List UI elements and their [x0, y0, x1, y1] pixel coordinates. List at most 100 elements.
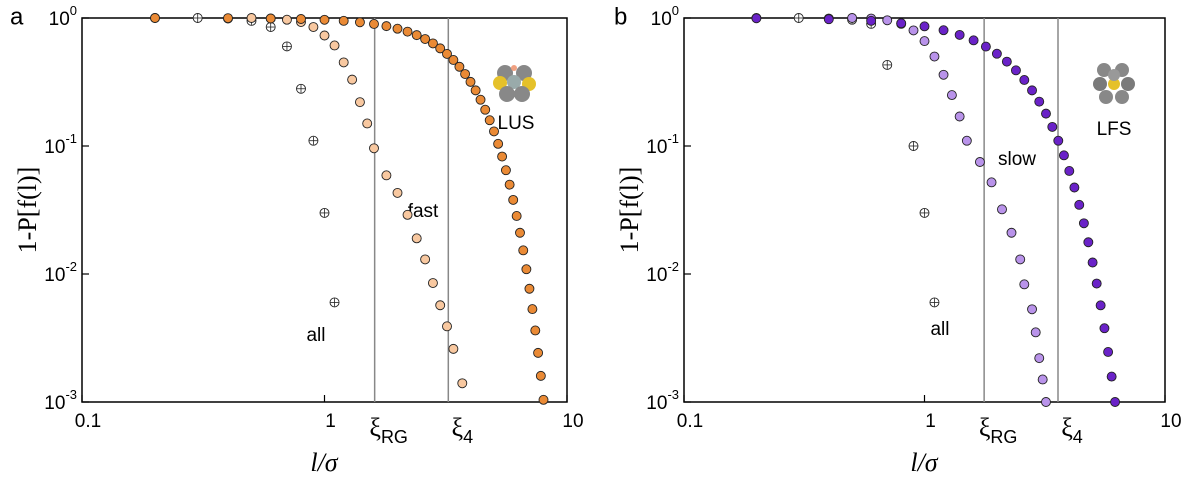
marker-dot: [369, 19, 379, 29]
marker: [511, 211, 522, 221]
marker: [420, 34, 431, 44]
marker-dot: [1037, 374, 1048, 385]
marker: [1030, 327, 1041, 338]
y-tick-label: 10-1: [44, 131, 77, 158]
marker: [480, 104, 491, 115]
marker-dot: [420, 34, 431, 44]
reference-symbol: ξ: [452, 413, 464, 442]
y-axis-title: 1-P[f(l)]: [615, 167, 644, 254]
marker-dot: [1058, 150, 1069, 161]
marker: [192, 13, 203, 23]
marker-dot: [1083, 237, 1094, 248]
marker-dot: [997, 204, 1007, 215]
marker: [991, 48, 1002, 59]
marker: [1027, 85, 1037, 96]
reference-symbol: ξ: [1061, 413, 1073, 442]
marker: [1034, 353, 1045, 364]
marker: [442, 321, 452, 332]
marker: [1106, 371, 1117, 382]
marker: [974, 157, 985, 167]
marker-dot: [381, 21, 392, 32]
marker-dot: [929, 51, 940, 62]
x-tick-label: 1: [325, 411, 336, 432]
marker: [1078, 218, 1089, 229]
series-label: all: [930, 319, 949, 340]
marker-dot: [402, 26, 413, 37]
marker-dot: [530, 325, 541, 336]
marker: [411, 233, 422, 244]
marker-dot: [533, 347, 544, 358]
marker-dot: [1069, 182, 1080, 193]
marker: [369, 143, 379, 154]
marker: [504, 179, 515, 190]
marker: [460, 69, 471, 79]
marker: [223, 13, 233, 24]
marker-dot: [223, 13, 233, 24]
marker-dot: [954, 111, 965, 122]
marker: [882, 15, 893, 26]
marker-dot: [442, 48, 452, 59]
marker: [402, 26, 413, 37]
marker-dot: [1041, 108, 1051, 119]
marker: [946, 90, 957, 101]
marker-dot: [938, 69, 949, 80]
reference-subscript: 4: [1073, 427, 1083, 447]
y-tick-label: 10-3: [44, 387, 77, 414]
marker-dot: [974, 157, 985, 167]
marker-dot: [847, 13, 858, 23]
marker: [961, 135, 972, 146]
marker-dot: [435, 300, 446, 311]
x-axis-title: l/σ: [910, 448, 938, 477]
marker: [454, 61, 465, 72]
marker-dot: [1034, 96, 1045, 107]
marker-dot: [493, 138, 504, 149]
marker: [524, 283, 535, 294]
marker: [448, 343, 459, 354]
marker: [518, 245, 529, 256]
reference-symbol: ξ: [369, 413, 381, 442]
marker: [1041, 397, 1051, 407]
y-tick-base: 10: [646, 265, 667, 286]
marker: [296, 83, 306, 94]
marker-dot: [954, 29, 965, 40]
marker-dot: [470, 85, 481, 96]
marker-dot: [381, 170, 392, 181]
marker: [1064, 166, 1075, 176]
marker-dot: [420, 254, 431, 265]
marker: [381, 21, 392, 32]
marker-dot: [1110, 397, 1121, 407]
marker: [296, 14, 306, 24]
marker: [535, 370, 546, 381]
y-tick-exponent: -2: [667, 259, 679, 274]
marker-dot: [369, 143, 379, 154]
marker: [1058, 150, 1069, 161]
marker: [347, 74, 358, 85]
series-label: all: [306, 325, 325, 346]
marker-dot: [538, 394, 549, 405]
marker: [369, 19, 379, 29]
marker-dot: [411, 233, 422, 244]
marker-dot: [338, 15, 349, 26]
marker-dot: [980, 41, 991, 52]
marker: [1053, 135, 1064, 146]
y-tick-exponent: -3: [667, 387, 679, 402]
marker-dot: [1034, 353, 1045, 364]
y-tick-exponent: -3: [65, 387, 77, 402]
marker: [381, 170, 392, 181]
marker: [457, 378, 468, 389]
marker: [308, 135, 319, 146]
marker-dot: [991, 48, 1002, 59]
molecule-icon: [493, 65, 536, 102]
marker: [329, 297, 340, 308]
marker: [751, 13, 762, 24]
marker-dot: [1095, 300, 1106, 311]
marker-dot: [527, 304, 538, 315]
marker: [435, 300, 446, 311]
marker-dot: [500, 165, 511, 176]
marker-dot: [515, 227, 525, 238]
marker: [882, 59, 893, 70]
marker: [281, 41, 292, 52]
marker-dot: [448, 55, 459, 65]
marker-dot: [919, 21, 930, 32]
y-tick-exponent: 0: [672, 3, 679, 18]
